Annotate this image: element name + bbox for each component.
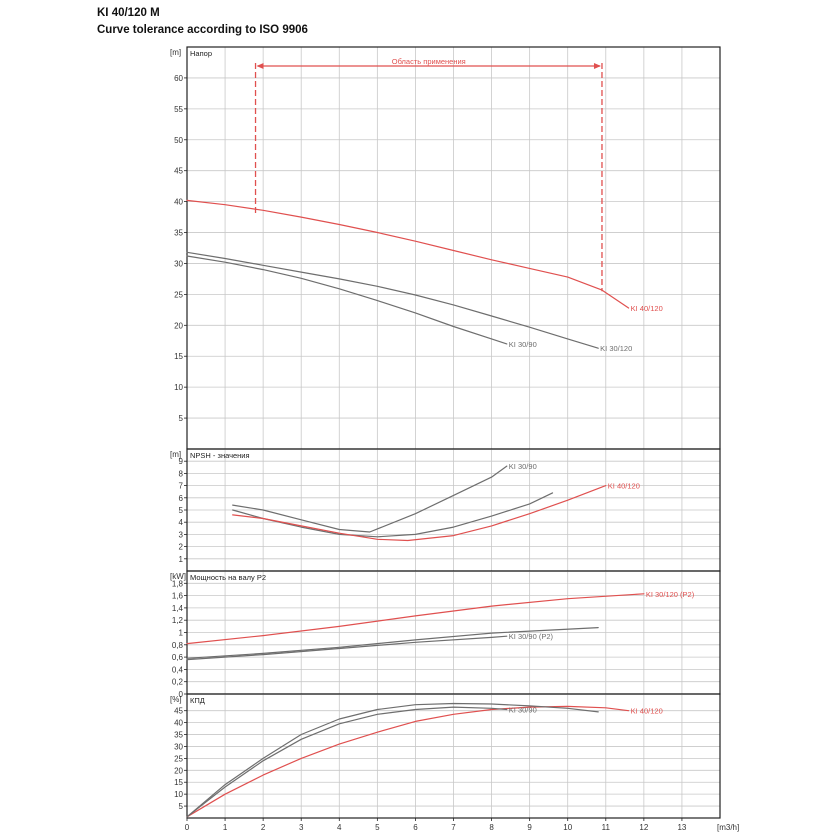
ytick-label-head-2: 15 bbox=[174, 352, 183, 361]
panel-unit-power: [kW] bbox=[170, 572, 186, 581]
series-label-npsh-0: KI 30/90 bbox=[509, 462, 537, 471]
ytick-label-npsh-0: 1 bbox=[179, 555, 184, 564]
panel-unit-head: [m] bbox=[170, 48, 181, 57]
ytick-label-head-5: 30 bbox=[174, 259, 183, 268]
ytick-label-power-5: 1 bbox=[179, 629, 184, 638]
ytick-label-npsh-5: 6 bbox=[179, 494, 184, 503]
xtick-label-9: 9 bbox=[527, 823, 532, 832]
series-label-head-2: KI 30/90 bbox=[509, 340, 537, 349]
ytick-label-head-9: 50 bbox=[174, 136, 183, 145]
series-label-efficiency-0: KI 40/120 bbox=[631, 707, 663, 716]
xtick-label-4: 4 bbox=[337, 823, 342, 832]
series-label-power-1: KI 30/90 (P2) bbox=[509, 632, 554, 641]
ytick-label-power-6: 1,2 bbox=[172, 616, 184, 625]
ytick-label-power-8: 1,6 bbox=[172, 592, 184, 601]
chart-subtitle: Curve tolerance according to ISO 9906 bbox=[97, 24, 308, 36]
ytick-label-head-6: 35 bbox=[174, 229, 183, 238]
app-range-arrow-right-head bbox=[593, 63, 601, 69]
ytick-label-head-0: 5 bbox=[179, 414, 184, 423]
ytick-label-power-3: 0,6 bbox=[172, 653, 184, 662]
ytick-label-head-3: 20 bbox=[174, 321, 183, 330]
ytick-label-power-1: 0,2 bbox=[172, 678, 184, 687]
ytick-label-efficiency-3: 20 bbox=[174, 766, 183, 775]
series-label-head-0: KI 40/120 bbox=[631, 304, 663, 313]
ytick-label-efficiency-1: 10 bbox=[174, 790, 183, 799]
ytick-label-efficiency-4: 25 bbox=[174, 754, 183, 763]
panel-title-npsh: NPSH - значения bbox=[190, 451, 250, 460]
xtick-label-8: 8 bbox=[489, 823, 494, 832]
series-line-efficiency-0 bbox=[186, 705, 630, 818]
series-line-head-1 bbox=[186, 251, 599, 349]
ytick-label-power-4: 0,8 bbox=[172, 641, 184, 650]
ytick-label-power-2: 0,4 bbox=[172, 665, 184, 674]
series-line-power-0 bbox=[186, 593, 645, 645]
series-line-npsh-0 bbox=[232, 465, 508, 533]
ytick-label-efficiency-2: 15 bbox=[174, 778, 183, 787]
panel-title-efficiency: КПД bbox=[190, 696, 205, 705]
xtick-label-2: 2 bbox=[261, 823, 266, 832]
ytick-label-npsh-7: 8 bbox=[179, 469, 184, 478]
series-line-efficiency-2 bbox=[186, 702, 599, 818]
x-axis-unit: [m3/h] bbox=[717, 823, 739, 832]
app-range-label: Область применения bbox=[392, 57, 466, 66]
xtick-label-11: 11 bbox=[602, 823, 611, 832]
series-label-power-0: KI 30/120 (P2) bbox=[646, 590, 695, 599]
ytick-label-npsh-8: 9 bbox=[179, 457, 184, 466]
panel-unit-efficiency: [%] bbox=[170, 695, 182, 704]
ytick-label-head-10: 55 bbox=[174, 105, 183, 114]
series-label-npsh-2: KI 40/120 bbox=[608, 482, 640, 491]
app-range-arrow-left-head bbox=[256, 63, 264, 69]
ytick-label-npsh-3: 4 bbox=[179, 518, 184, 527]
ytick-label-efficiency-8: 45 bbox=[174, 707, 183, 716]
ytick-label-efficiency-7: 40 bbox=[174, 719, 183, 728]
ytick-label-power-9: 1,8 bbox=[172, 579, 184, 588]
ytick-label-head-1: 10 bbox=[174, 383, 183, 392]
ytick-label-efficiency-6: 35 bbox=[174, 731, 183, 740]
series-line-head-2 bbox=[186, 255, 508, 345]
panel-unit-npsh: [m] bbox=[170, 450, 181, 459]
series-label-efficiency-1: KI 30/90 bbox=[509, 706, 537, 715]
ytick-label-head-4: 25 bbox=[174, 290, 183, 299]
xtick-label-5: 5 bbox=[375, 823, 380, 832]
series-label-head-1: KI 30/120 bbox=[600, 344, 632, 353]
series-line-power-1 bbox=[186, 635, 508, 661]
ytick-label-efficiency-0: 5 bbox=[179, 802, 184, 811]
series-line-power-2 bbox=[186, 626, 599, 659]
series-line-head-0 bbox=[186, 199, 630, 309]
ytick-label-npsh-6: 7 bbox=[179, 482, 184, 491]
xtick-label-0: 0 bbox=[185, 823, 190, 832]
xtick-label-1: 1 bbox=[223, 823, 228, 832]
ytick-label-head-8: 45 bbox=[174, 167, 183, 176]
ytick-label-efficiency-5: 30 bbox=[174, 742, 183, 751]
xtick-label-7: 7 bbox=[451, 823, 456, 832]
ytick-label-npsh-4: 5 bbox=[179, 506, 184, 515]
ytick-label-npsh-2: 3 bbox=[179, 530, 184, 539]
series-line-efficiency-1 bbox=[186, 706, 508, 818]
ytick-label-head-11: 60 bbox=[174, 74, 183, 83]
panel-title-head: Напор bbox=[190, 49, 212, 58]
xtick-label-10: 10 bbox=[563, 823, 572, 832]
xtick-label-6: 6 bbox=[413, 823, 418, 832]
ytick-label-npsh-1: 2 bbox=[179, 543, 184, 552]
panel-title-power: Мощность на валу P2 bbox=[190, 573, 266, 582]
ytick-label-head-7: 40 bbox=[174, 198, 183, 207]
xtick-label-12: 12 bbox=[639, 823, 648, 832]
xtick-label-13: 13 bbox=[677, 823, 686, 832]
series-line-npsh-2 bbox=[232, 485, 607, 542]
ytick-label-power-7: 1,4 bbox=[172, 604, 184, 613]
ytick-label-power-0: 0 bbox=[179, 690, 184, 699]
chart-title: KI 40/120 M bbox=[97, 7, 160, 19]
xtick-label-3: 3 bbox=[299, 823, 304, 832]
